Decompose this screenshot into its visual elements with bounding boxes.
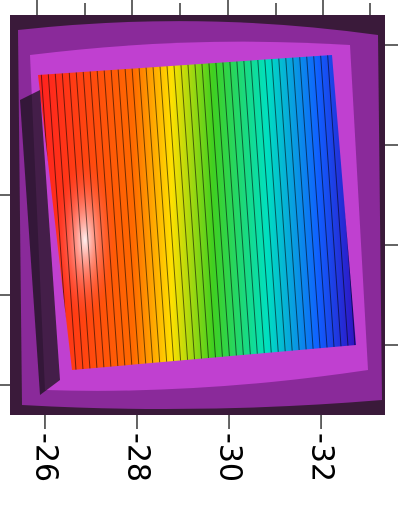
x-tick-label: -30 bbox=[213, 433, 248, 482]
contour-field bbox=[10, 15, 385, 415]
axis-frame bbox=[0, 0, 398, 386]
x-tick-label: -26 bbox=[28, 433, 63, 482]
x-tick-label: -28 bbox=[120, 433, 155, 482]
x-tick-label: -32 bbox=[305, 433, 340, 482]
